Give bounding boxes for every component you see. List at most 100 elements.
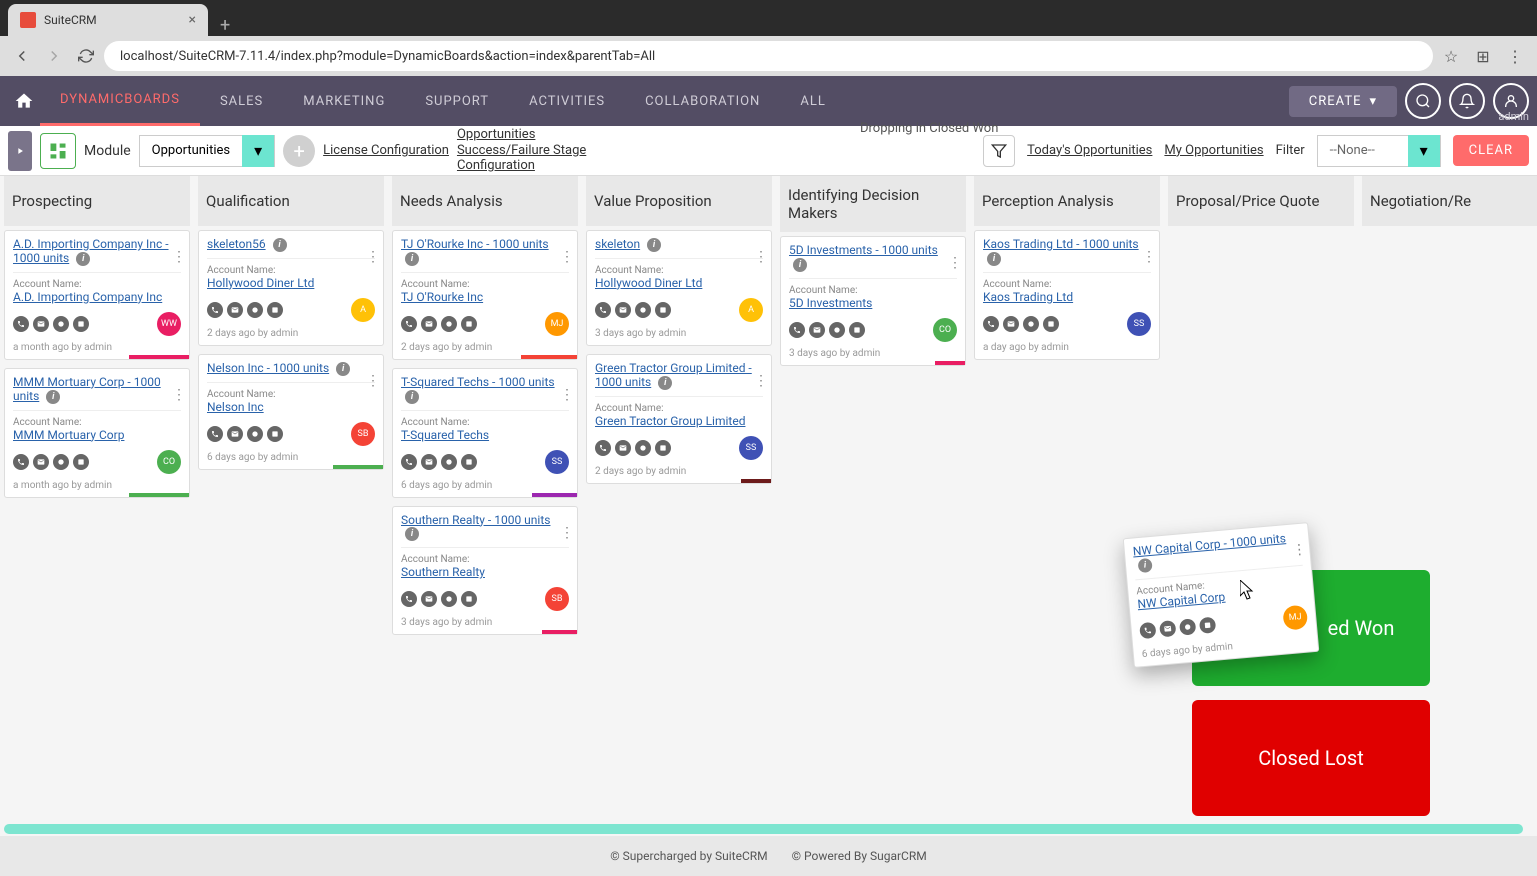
email-icon[interactable] <box>421 316 437 332</box>
info-icon[interactable]: i <box>793 258 807 272</box>
card-menu-icon[interactable]: ⋮ <box>560 525 573 541</box>
account-link[interactable]: Kaos Trading Ltd <box>983 290 1073 304</box>
bookmark-icon[interactable]: ☆ <box>1437 42 1465 70</box>
nav-activities[interactable]: ACTIVITIES <box>509 76 625 126</box>
note-icon[interactable] <box>73 316 89 332</box>
add-button[interactable]: + <box>283 135 315 167</box>
opportunity-card[interactable]: TJ O'Rourke Inc - 1000 units i ⋮ Account… <box>392 230 578 360</box>
info-icon[interactable]: i <box>405 527 419 541</box>
note-icon[interactable] <box>461 316 477 332</box>
note-icon[interactable] <box>267 302 283 318</box>
column-body[interactable]: skeleton56 i ⋮ Account Name: Hollywood D… <box>198 226 384 482</box>
todays-opportunities-link[interactable]: Today's Opportunities <box>1027 143 1152 159</box>
note-icon[interactable] <box>461 454 477 470</box>
opportunity-card[interactable]: T-Squared Techs - 1000 units i ⋮ Account… <box>392 368 578 498</box>
reload-button[interactable] <box>72 42 100 70</box>
note-icon[interactable] <box>1199 616 1216 633</box>
meeting-icon[interactable] <box>441 454 457 470</box>
card-title-link[interactable]: Nelson Inc - 1000 units <box>207 361 329 375</box>
browser-tab[interactable]: SuiteCRM × <box>8 4 208 36</box>
phone-icon[interactable] <box>401 591 417 607</box>
phone-icon[interactable] <box>401 454 417 470</box>
phone-icon[interactable] <box>595 440 611 456</box>
opportunity-card[interactable]: A.D. Importing Company Inc - 1000 units … <box>4 230 190 360</box>
card-title-link[interactable]: Southern Realty - 1000 units <box>401 513 550 527</box>
card-title-link[interactable]: Kaos Trading Ltd - 1000 units <box>983 237 1139 251</box>
opportunity-card[interactable]: skeleton56 i ⋮ Account Name: Hollywood D… <box>198 230 384 346</box>
search-icon[interactable] <box>1405 83 1441 119</box>
home-icon[interactable] <box>8 85 40 117</box>
account-link[interactable]: Green Tractor Group Limited <box>595 414 745 428</box>
card-menu-icon[interactable]: ⋮ <box>560 387 573 403</box>
column-body[interactable]: TJ O'Rourke Inc - 1000 units i ⋮ Account… <box>392 226 578 647</box>
opportunity-card[interactable]: 5D Investments - 1000 units i ⋮ Account … <box>780 236 966 366</box>
column-body[interactable] <box>1168 226 1354 234</box>
opportunity-card[interactable]: Southern Realty - 1000 units i ⋮ Account… <box>392 506 578 636</box>
phone-icon[interactable] <box>983 316 999 332</box>
meeting-icon[interactable] <box>1023 316 1039 332</box>
column-body[interactable]: skeleton i ⋮ Account Name: Hollywood Din… <box>586 226 772 496</box>
email-icon[interactable] <box>615 440 631 456</box>
note-icon[interactable] <box>1043 316 1059 332</box>
meeting-icon[interactable] <box>635 302 651 318</box>
phone-icon[interactable] <box>207 302 223 318</box>
phone-icon[interactable] <box>595 302 611 318</box>
card-menu-icon[interactable]: ⋮ <box>754 249 767 265</box>
info-icon[interactable]: i <box>987 252 1001 266</box>
phone-icon[interactable] <box>1139 622 1156 639</box>
email-icon[interactable] <box>615 302 631 318</box>
card-menu-icon[interactable]: ⋮ <box>1292 542 1306 559</box>
dragging-card[interactable]: NW Capital Corp - 1000 units i ⋮ Account… <box>1123 522 1320 668</box>
opportunity-card[interactable]: skeleton i ⋮ Account Name: Hollywood Din… <box>586 230 772 346</box>
info-icon[interactable]: i <box>405 390 419 404</box>
info-icon[interactable]: i <box>658 376 672 390</box>
closed-lost-dropzone[interactable]: Closed Lost <box>1192 700 1430 816</box>
account-link[interactable]: T-Squared Techs <box>401 428 489 442</box>
card-title-link[interactable]: A.D. Importing Company Inc - 1000 units <box>13 237 169 265</box>
meeting-icon[interactable] <box>441 316 457 332</box>
back-button[interactable] <box>8 42 36 70</box>
card-menu-icon[interactable]: ⋮ <box>172 249 185 265</box>
nav-collaboration[interactable]: COLLABORATION <box>625 76 780 126</box>
note-icon[interactable] <box>267 426 283 442</box>
phone-icon[interactable] <box>13 316 29 332</box>
card-title-link[interactable]: Green Tractor Group Limited - 1000 units <box>595 361 752 389</box>
card-menu-icon[interactable]: ⋮ <box>172 387 185 403</box>
column-body[interactable]: 5D Investments - 1000 units i ⋮ Account … <box>780 232 966 378</box>
clear-button[interactable]: CLEAR <box>1453 135 1529 166</box>
account-link[interactable]: Hollywood Diner Ltd <box>207 276 314 290</box>
card-title-link[interactable]: skeleton56 <box>207 237 266 251</box>
email-icon[interactable] <box>1159 620 1176 637</box>
account-link[interactable]: Southern Realty <box>401 565 485 579</box>
email-icon[interactable] <box>227 302 243 318</box>
card-menu-icon[interactable]: ⋮ <box>366 373 379 389</box>
info-icon[interactable]: i <box>336 362 350 376</box>
meeting-icon[interactable] <box>1179 618 1196 635</box>
meeting-icon[interactable] <box>247 302 263 318</box>
email-icon[interactable] <box>33 316 49 332</box>
create-button[interactable]: CREATE▾ <box>1289 86 1397 117</box>
module-select[interactable]: Opportunities ▾ <box>139 135 275 167</box>
opportunity-card[interactable]: Nelson Inc - 1000 units i ⋮ Account Name… <box>198 354 384 470</box>
phone-icon[interactable] <box>207 426 223 442</box>
nav-dynamicboards[interactable]: DYNAMICBOARDS <box>40 76 200 126</box>
opportunity-card[interactable]: Green Tractor Group Limited - 1000 units… <box>586 354 772 484</box>
account-link[interactable]: Nelson Inc <box>207 400 264 414</box>
card-menu-icon[interactable]: ⋮ <box>560 249 573 265</box>
info-icon[interactable]: i <box>273 238 287 252</box>
my-opportunities-link[interactable]: My Opportunities <box>1164 143 1263 159</box>
filter-select[interactable]: --None-- ▾ <box>1317 135 1441 167</box>
email-icon[interactable] <box>421 454 437 470</box>
meeting-icon[interactable] <box>53 316 69 332</box>
info-icon[interactable]: i <box>76 252 90 266</box>
card-menu-icon[interactable]: ⋮ <box>948 255 961 271</box>
card-menu-icon[interactable]: ⋮ <box>1142 249 1155 265</box>
nav-support[interactable]: SUPPORT <box>405 76 509 126</box>
column-body[interactable] <box>1362 226 1537 234</box>
nav-marketing[interactable]: MARKETING <box>283 76 405 126</box>
email-icon[interactable] <box>421 591 437 607</box>
phone-icon[interactable] <box>401 316 417 332</box>
meeting-icon[interactable] <box>635 440 651 456</box>
opportunity-card[interactable]: MMM Mortuary Corp - 1000 units i ⋮ Accou… <box>4 368 190 498</box>
card-title-link[interactable]: TJ O'Rourke Inc - 1000 units <box>401 237 549 251</box>
